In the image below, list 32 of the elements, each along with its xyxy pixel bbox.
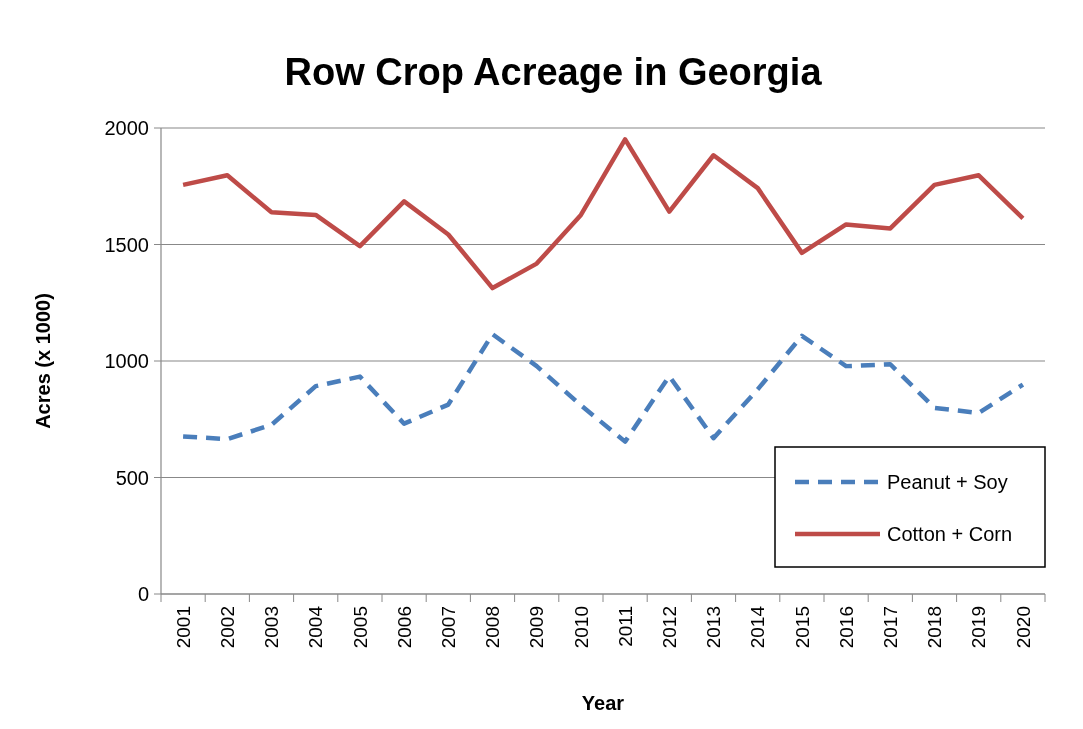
x-tick-label: 2010: [570, 606, 592, 649]
x-tick-label: 2011: [614, 606, 636, 647]
x-axis-title: Year: [581, 692, 625, 714]
y-tick-label: 1500: [104, 233, 149, 256]
y-tick-label: 1000: [104, 350, 149, 372]
x-tick-label: 2004: [305, 605, 327, 649]
x-tick-label: 2007: [437, 606, 459, 649]
x-tick-label: 2008: [482, 606, 504, 649]
x-tick-label: 2019: [968, 606, 990, 649]
x-tick-label: 2001: [172, 606, 194, 649]
line-series: [180, 331, 1026, 444]
x-tick-label: 2013: [703, 606, 725, 649]
x-tick-label: 2005: [349, 606, 371, 649]
chart-title: Row Crop Acreage in Georgia: [284, 51, 823, 93]
y-tick-label: 500: [115, 466, 149, 489]
y-axis-title: Acres (x 1000): [32, 293, 54, 429]
x-tick-label: 2012: [658, 606, 680, 649]
legend-label: Cotton + Corn: [887, 523, 1013, 545]
x-tick-label: 2002: [216, 606, 238, 649]
y-tick-label: 0: [137, 583, 149, 605]
y-tick-label: 2000: [104, 117, 149, 139]
line-series: [180, 137, 1026, 291]
x-tick-label: 2016: [835, 606, 857, 649]
x-tick-label: 2006: [393, 606, 415, 649]
x-tick-label: 2009: [526, 606, 548, 649]
legend-label: Peanut + Soy: [887, 471, 1008, 493]
x-tick-label: 2017: [879, 606, 901, 649]
x-tick-label: 2014: [747, 605, 769, 649]
x-tick-label: 2015: [791, 606, 813, 649]
x-tick-label: 2003: [261, 606, 283, 649]
x-tick-label: 2018: [924, 606, 946, 649]
x-tick-label: 2020: [1012, 606, 1034, 649]
